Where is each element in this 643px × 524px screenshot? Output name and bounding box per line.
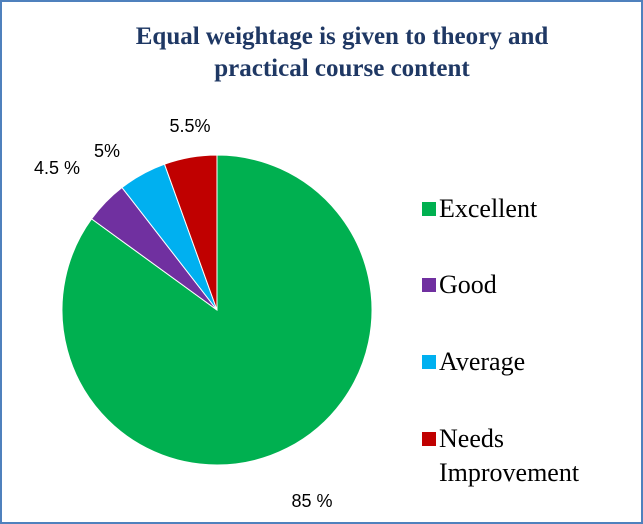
data-label: 5%: [94, 141, 120, 161]
legend-swatch: [422, 432, 436, 446]
data-label: 5.5%: [169, 116, 210, 136]
legend-item: Excellent: [422, 192, 622, 226]
legend-swatch: [422, 355, 436, 369]
legend-swatch: [422, 278, 436, 292]
legend-label: Excellent: [439, 194, 538, 223]
data-label: 4.5 %: [34, 158, 80, 178]
legend-swatch: [422, 202, 436, 216]
data-label: 85 %: [291, 491, 332, 511]
legend-label: Average: [439, 347, 526, 376]
pie-slice: [163, 154, 218, 311]
legend-item: Needs Improvement: [422, 422, 622, 490]
legend-item: Good: [422, 268, 622, 302]
legend-label: Needs Improvement: [439, 424, 580, 487]
chart-title: Equal weightage is given to theory and pr…: [136, 23, 549, 82]
legend-item: Average: [422, 345, 622, 379]
legend-label: Good: [439, 270, 497, 299]
